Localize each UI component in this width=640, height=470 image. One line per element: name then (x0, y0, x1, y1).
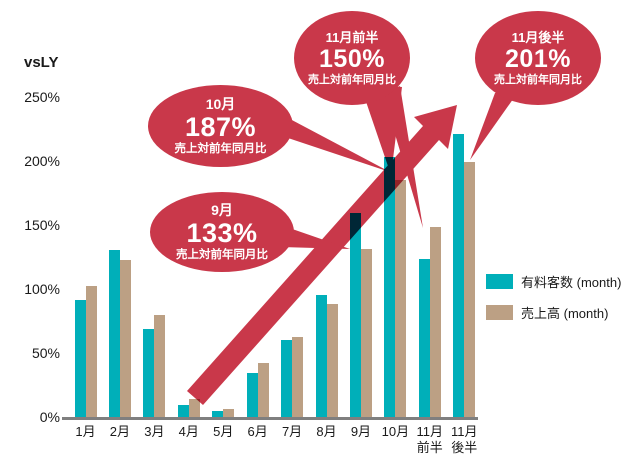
x-tick-label: 8月 (316, 424, 337, 439)
callout-value: 150% (319, 45, 385, 73)
chart-bar (292, 337, 304, 419)
callout-bubble: 10月 187% 売上対前年同月比 (148, 85, 293, 167)
chart-bar (154, 315, 166, 419)
y-tick-label: 150% (24, 217, 60, 233)
chart-bar (212, 411, 224, 419)
x-tick-label: 11月 後半 (450, 424, 478, 455)
x-tick-label: 5月 (213, 424, 234, 439)
x-tick-label: 3月 (144, 424, 165, 439)
legend: 有料客数 (month) 売上高 (month) (486, 272, 621, 322)
chart-bar (349, 212, 361, 419)
x-tick-label: 2月 (109, 424, 131, 439)
x-tick-label: 10月 (381, 424, 410, 439)
y-tick-label: 50% (31, 345, 60, 361)
chart-bar (188, 398, 200, 419)
chart-bar (360, 248, 372, 419)
chart-bar (85, 285, 97, 419)
chart-bar (464, 161, 476, 419)
y-tick-label: 200% (24, 153, 60, 169)
x-tick-label: 6月 (247, 424, 268, 439)
chart-bar (315, 294, 327, 419)
callout-caption: 売上対前年同月比 (494, 74, 582, 86)
legend-swatch-icon (486, 305, 513, 320)
callout-month: 10月 (205, 96, 236, 112)
legend-label: 売上高 (month) (521, 306, 609, 321)
callout-value: 187% (184, 112, 257, 142)
callout-caption: 売上対前年同月比 (308, 74, 396, 86)
callout-value: 133% (186, 218, 258, 248)
legend-label: 有料客数 (month) (521, 275, 622, 290)
x-tick-label: 11月 前半 (416, 424, 444, 455)
chart-bar (384, 156, 396, 419)
y-tick-label: 250% (24, 89, 60, 105)
chart-bar (418, 259, 430, 419)
chart-bar (246, 372, 258, 419)
x-tick-label: 1月 (75, 424, 96, 439)
chart-bar (143, 329, 155, 419)
x-tick-label: 7月 (281, 424, 303, 439)
chart-bar (108, 250, 120, 419)
callout-month: 9月 (211, 202, 233, 218)
chart-bar (453, 133, 465, 419)
callout-bubble: 9月 133% 売上対前年同月比 (150, 192, 294, 272)
callout-bubble: 11月前半 150% 売上対前年同月比 (294, 11, 410, 105)
callout-caption: 売上対前年同月比 (176, 249, 268, 261)
chart-bar (326, 303, 338, 419)
y-tick-label: 0% (39, 409, 60, 425)
callout-bubble: 11月後半 201% 売上対前年同月比 (475, 11, 601, 105)
chart-bar (257, 362, 269, 419)
callout-value: 201% (505, 45, 571, 73)
legend-item: 売上高 (month) (486, 303, 621, 322)
x-tick-label: 4月 (178, 424, 199, 439)
callout-month: 11月後半 (511, 30, 565, 45)
chart-bar (223, 408, 235, 419)
callout-caption: 売上対前年同月比 (174, 143, 267, 155)
legend-swatch-icon (486, 274, 513, 289)
chart-bar (281, 339, 293, 419)
legend-item: 有料客数 (month) (486, 272, 621, 291)
x-tick-label: 9月 (350, 424, 372, 439)
chart-bar (74, 299, 86, 419)
y-axis-title: vsLY (24, 54, 59, 71)
chart-bar (429, 227, 441, 419)
x-axis-line (62, 417, 478, 420)
chart-bar (395, 179, 407, 419)
chart-bar (119, 260, 131, 419)
chart-bar (177, 404, 189, 419)
y-tick-label: 100% (24, 281, 60, 297)
callout-month: 11月前半 (325, 30, 379, 45)
